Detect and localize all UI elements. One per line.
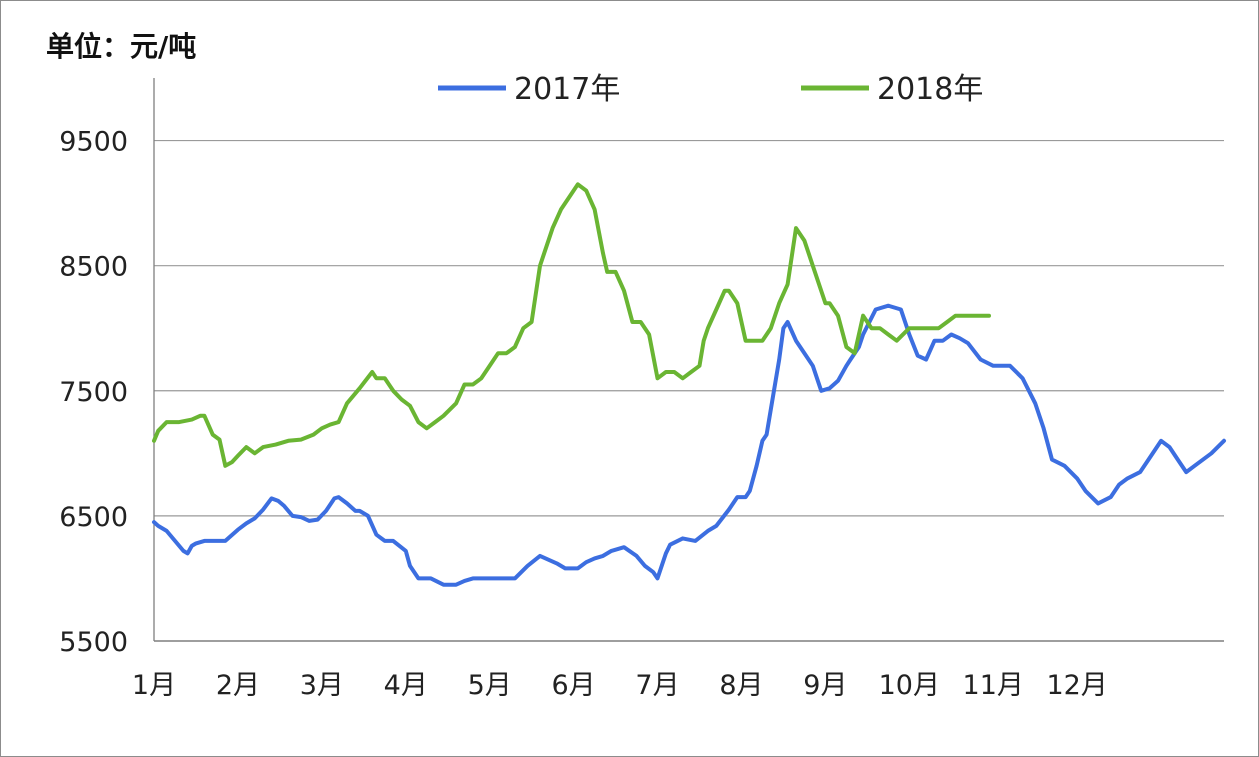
- x-tick-label: 10月: [879, 670, 940, 701]
- x-tick-label: 4月: [384, 670, 428, 701]
- x-tick-label: 6月: [552, 670, 596, 701]
- y-tick-label: 9500: [59, 127, 128, 158]
- x-tick-label: 3月: [300, 670, 344, 701]
- series-lines: [152, 182, 1226, 587]
- y-tick-label: 8500: [59, 252, 128, 283]
- y-tick-label: 7500: [59, 377, 128, 408]
- x-tick-label: 12月: [1046, 670, 1107, 701]
- x-tick-label: 9月: [803, 670, 847, 701]
- x-tick-label: 7月: [635, 670, 679, 701]
- unit-label: 单位：元/吨: [46, 30, 196, 63]
- x-tick-label: 2月: [216, 670, 260, 701]
- y-tick-label: 6500: [59, 502, 128, 533]
- gridlines: [154, 139, 1224, 642]
- x-tick-label: 11月: [963, 670, 1024, 701]
- legend: 2017年 2018年: [438, 72, 983, 107]
- series-line-2: [152, 182, 991, 468]
- y-tick-label: 5500: [59, 627, 128, 658]
- legend-label-2: 2018年: [877, 72, 983, 107]
- x-tick-label: 5月: [468, 670, 512, 701]
- x-tick-label: 8月: [719, 670, 763, 701]
- x-tick-label: 1月: [132, 670, 176, 701]
- x-axis-ticks: 1月 2月 3月 4月 5月 6月 7月 8月 9月 10月 11月 12月: [132, 670, 1108, 701]
- series-line-1: [152, 303, 1226, 587]
- y-axis-ticks: 5500 6500 7500 8500 9500: [59, 127, 128, 658]
- legend-label-1: 2017年: [514, 72, 620, 107]
